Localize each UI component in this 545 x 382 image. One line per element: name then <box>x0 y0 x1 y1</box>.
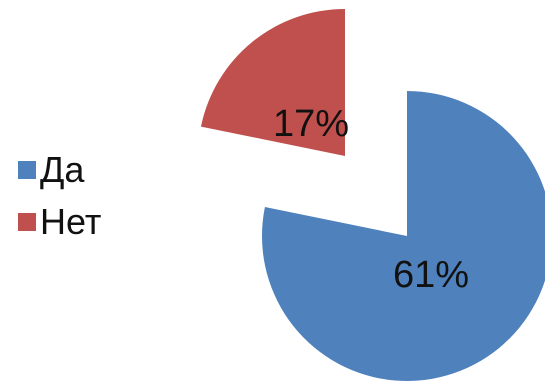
data-label-net: 17% <box>273 103 349 145</box>
legend-item-da: Да <box>18 144 148 196</box>
pie-slice-da <box>262 91 545 381</box>
legend-swatch-da <box>18 161 36 179</box>
legend-label-da: Да <box>40 149 85 190</box>
pie-slices <box>200 9 545 381</box>
pie-slice-net <box>200 9 345 156</box>
legend-item-net: Нет <box>18 196 148 248</box>
legend: Да Нет <box>18 144 148 248</box>
data-label-da: 61% <box>393 254 469 296</box>
legend-swatch-net <box>18 213 36 231</box>
pie-data-labels: 61% 17% <box>273 103 469 296</box>
legend-label-net: Нет <box>40 201 102 242</box>
